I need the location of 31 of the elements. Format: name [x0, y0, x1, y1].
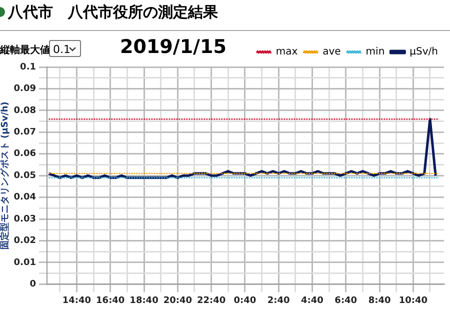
x-tick-label: 22:40: [196, 296, 226, 306]
y-tick-label: 0.02: [14, 236, 36, 246]
legend-label: min: [366, 46, 385, 58]
x-tick-label: 18:40: [130, 296, 158, 306]
legend-label: μSv/h: [410, 46, 438, 58]
x-tick-label: 20:40: [163, 296, 192, 306]
y-tick-label: 0.05: [14, 170, 36, 181]
chart-title: 八代市 八代市役所の測定結果: [8, 3, 218, 22]
y-tick-label: 0.1: [20, 62, 36, 72]
y-tick-label: 0.04: [14, 192, 36, 203]
x-tick-label: 16:40: [96, 296, 125, 306]
x-tick-label: 2:40: [267, 296, 290, 306]
x-tick-label: 14:40: [62, 296, 92, 306]
y-axis-title: 固定型モニタリングポスト (μSv/h): [0, 102, 11, 250]
x-tick-label: 6:40: [334, 296, 358, 306]
text: 縦軸最大値: [0, 44, 50, 57]
y-tick-label: 0.03: [14, 214, 36, 224]
x-tick-label: 0:40: [234, 296, 256, 306]
y-tick-label: 0.08: [14, 106, 36, 116]
y-tick-label: 0.09: [14, 84, 36, 94]
dropdown-field: 0.1: [49, 40, 81, 57]
x-tick-label: 4:40: [301, 296, 324, 306]
legend-label: ave: [322, 46, 341, 58]
x-tick-label: 8:40: [368, 296, 391, 306]
y-tick-label: 0.06: [14, 149, 36, 160]
y-tick-label: 0.01: [14, 258, 36, 268]
y-tick-label: 0: [30, 280, 36, 290]
legend-label: max: [276, 46, 298, 58]
x-tick-label: 10:40: [398, 296, 428, 306]
y-tick-label: 0.07: [14, 128, 36, 138]
chart-subtitle: 2019/1/15: [120, 36, 226, 58]
